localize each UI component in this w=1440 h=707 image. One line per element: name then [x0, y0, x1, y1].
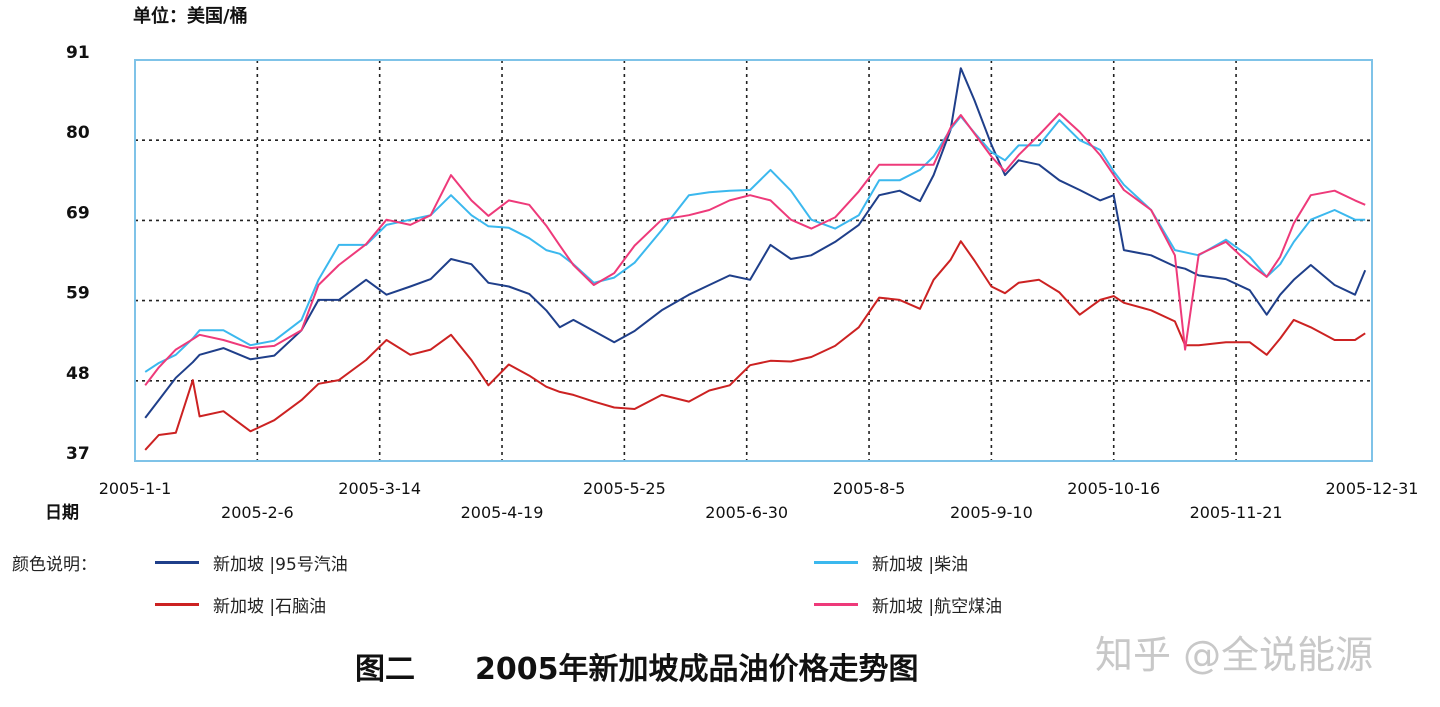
x-tick-label: 2005-4-19	[461, 503, 544, 522]
watermark: 知乎 @全说能源	[1095, 633, 1374, 677]
x-tick-label: 2005-1-1	[99, 479, 172, 498]
series-line-1	[144, 115, 1366, 373]
series-line-0	[144, 67, 1367, 419]
y-tick-label: 91	[66, 43, 90, 63]
x-tick-label: 2005-5-25	[583, 479, 666, 498]
legend-text: 新加坡 |航空煤油	[872, 597, 1003, 617]
x-tick-label: 2005-11-21	[1190, 503, 1283, 522]
line-chart: 91 80 69 59 48 37 2005-1-1 2005-2-6 2005-3-14 200…	[45, 43, 1419, 523]
x-tick-label: 2005-9-10	[950, 503, 1033, 522]
x-tick-label: 2005-3-14	[338, 479, 421, 498]
legend-item-diesel: 新加坡 |柴油	[814, 550, 968, 575]
x-axis-label: 日期	[45, 503, 79, 523]
y-tick-label: 69	[66, 203, 90, 223]
unit-label: 单位：美国/桶	[133, 6, 248, 27]
y-tick-label: 80	[66, 123, 90, 143]
series-line-3	[144, 112, 1366, 386]
legend-item-jet-fuel: 新加坡 |航空煤油	[814, 592, 1002, 617]
y-tick-label: 37	[66, 444, 90, 464]
legend-swatch	[814, 603, 858, 606]
legend-swatch	[155, 561, 199, 564]
x-tick-label: 2005-12-31	[1326, 479, 1419, 498]
y-tick-label: 48	[66, 364, 90, 384]
legend-swatch	[155, 603, 199, 606]
series-line-2	[144, 240, 1366, 451]
chart-title: 图二 2005年新加坡成品油价格走势图	[355, 652, 919, 687]
legend-item-gasoline: 新加坡 |95号汽油	[155, 550, 348, 575]
y-tick-label: 59	[66, 284, 90, 304]
plot-border	[134, 59, 1373, 462]
legend-text: 新加坡 |95号汽油	[213, 555, 348, 575]
legend-title: 颜色说明：	[12, 555, 97, 575]
x-tick-label: 2005-2-6	[221, 503, 294, 522]
x-tick-label: 2005-6-30	[705, 503, 788, 522]
legend-text: 新加坡 |柴油	[872, 555, 969, 575]
x-tick-label: 2005-10-16	[1067, 479, 1160, 498]
x-tick-label: 2005-8-5	[833, 479, 906, 498]
legend-item-naphtha: 新加坡 |石脑油	[155, 592, 326, 617]
legend-text: 新加坡 |石脑油	[213, 597, 327, 617]
legend-swatch	[814, 561, 858, 564]
